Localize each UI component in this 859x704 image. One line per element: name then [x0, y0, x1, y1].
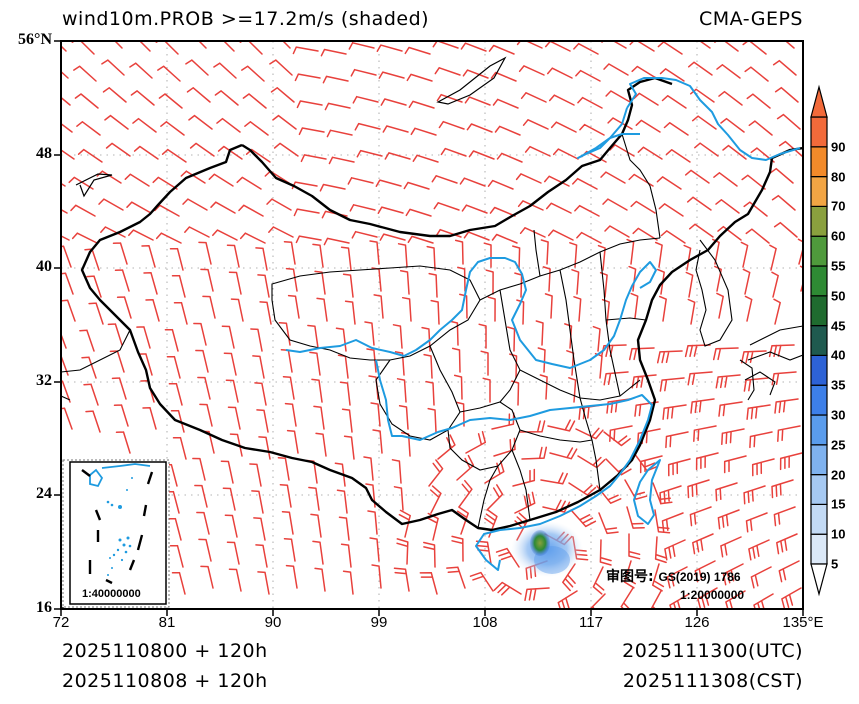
colorbar-label: 80 [831, 169, 845, 184]
init-time-utc: 2025110800 + 120h [62, 640, 268, 662]
colorbar-label: 55 [831, 259, 845, 274]
x-axis-label: 81 [159, 614, 176, 631]
colorbar-label: 35 [831, 378, 845, 393]
x-axis-label: 72 [53, 614, 70, 631]
y-axis-label: 32 [4, 372, 52, 390]
x-axis-label: 99 [371, 614, 388, 631]
x-axis-label: 126 [684, 614, 709, 631]
colorbar-label: 90 [831, 139, 845, 154]
colorbar-label: 30 [831, 408, 845, 423]
colorbar-label: 70 [831, 199, 845, 214]
south-china-sea-inset [63, 460, 169, 607]
map-scale: 1:20000000 [680, 588, 744, 602]
y-axis-label: 16 [4, 599, 52, 617]
colorbar-label: 60 [831, 229, 845, 244]
init-time-cst: 2025110808 + 120h [62, 670, 268, 692]
probability-shading [511, 521, 583, 577]
colorbar-label: 10 [831, 527, 845, 542]
y-axis-label: 40 [4, 258, 52, 276]
y-axis-label: 24 [4, 485, 52, 503]
colorbar-label: 5 [831, 557, 838, 572]
colorbar-label: 15 [831, 497, 845, 512]
inset-map-scale: 1:40000000 [82, 588, 141, 600]
colorbar-label: 25 [831, 437, 845, 452]
x-axis-label: 90 [265, 614, 282, 631]
colorbar-label: 50 [831, 288, 845, 303]
map-approval-number: 审图号: GS(2019) 1786 [606, 566, 741, 586]
x-axis-label: 117 [579, 614, 603, 631]
valid-time-utc: 2025111300(UTC) [622, 640, 803, 662]
y-axis-label: 56°N [4, 31, 52, 49]
valid-time-cst: 2025111308(CST) [623, 670, 803, 692]
y-axis-label: 48 [4, 145, 52, 163]
colorbar-label: 45 [831, 318, 845, 333]
colorbar [811, 87, 827, 594]
colorbar-label: 40 [831, 348, 845, 363]
colorbar-label: 20 [831, 467, 845, 482]
x-axis-label: 135°E [782, 614, 823, 631]
x-axis-label: 108 [472, 614, 497, 631]
